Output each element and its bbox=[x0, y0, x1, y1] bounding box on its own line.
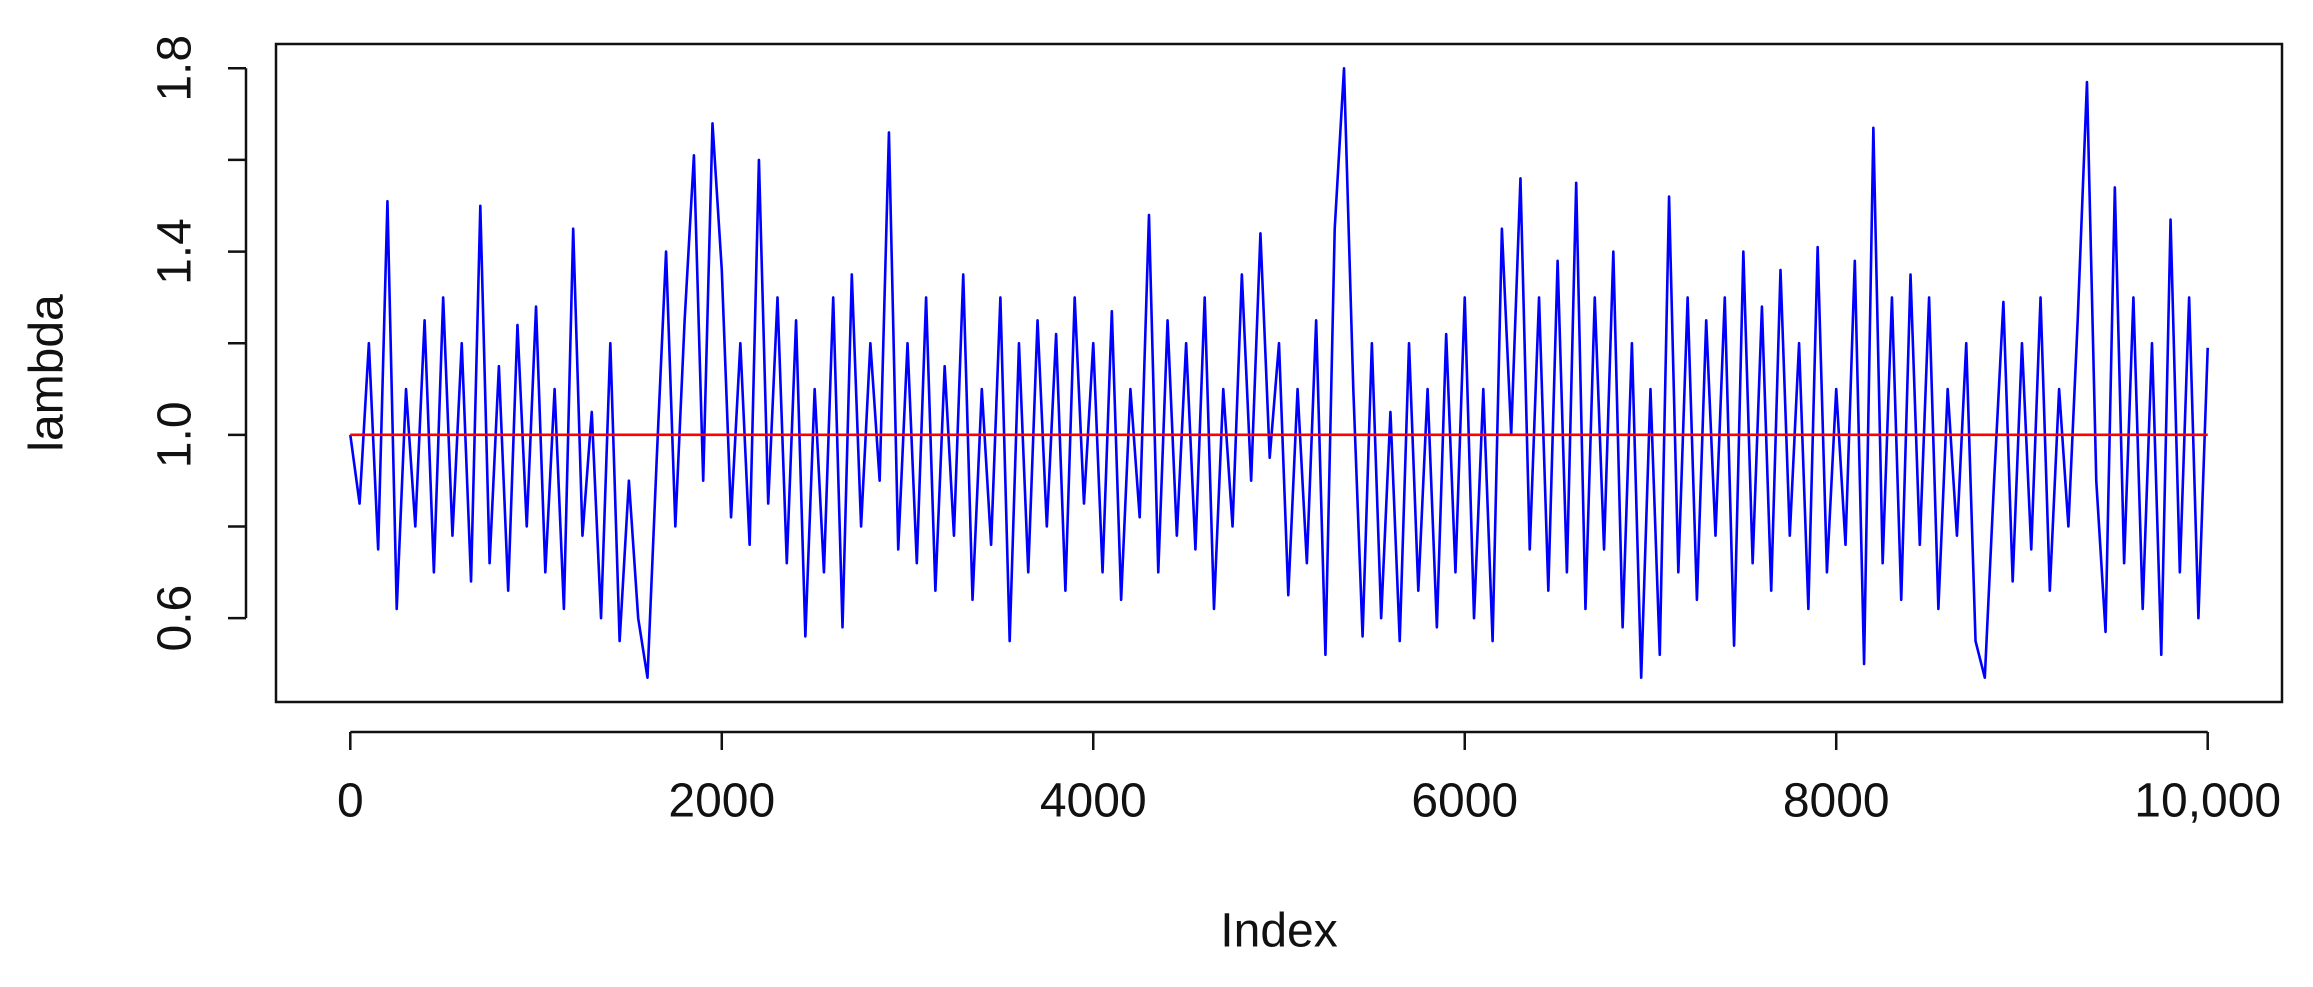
y-tick-label: 1.0 bbox=[149, 401, 202, 468]
x-tick-label: 0 bbox=[337, 775, 364, 828]
x-tick-label: 4000 bbox=[1040, 775, 1147, 828]
x-tick-label: 10,000 bbox=[2134, 775, 2281, 828]
x-tick-label: 8000 bbox=[1783, 775, 1890, 828]
series-line bbox=[349, 66, 2209, 680]
y-tick-label: 1.8 bbox=[149, 35, 202, 102]
y-tick-label: 1.4 bbox=[149, 218, 202, 285]
x-tick-label: 6000 bbox=[1411, 775, 1518, 828]
plot-frame bbox=[274, 42, 2284, 704]
y-tick-label: 0.6 bbox=[149, 585, 202, 652]
y-axis-title: lambda bbox=[21, 294, 74, 452]
x-tick-label: 2000 bbox=[668, 775, 775, 828]
x-axis-title: Index bbox=[1220, 905, 1337, 958]
